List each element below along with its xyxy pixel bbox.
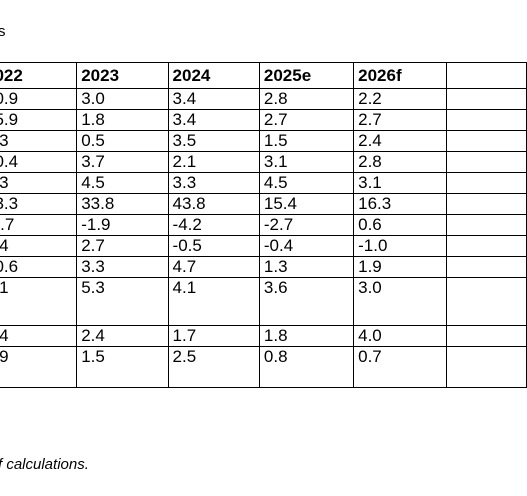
table-footnote: f calculations. — [0, 456, 89, 473]
table-row: 0.91.52.50.80.7 — [0, 346, 527, 388]
table-caption-fragment: s — [0, 23, 6, 40]
table-cell: 2.2 — [353, 88, 448, 110]
table-header-row: 2022 2023 2024 2025e 2026f — [0, 62, 527, 89]
table-cell: 63.3 — [0, 193, 78, 215]
table-cell: 33.8 — [76, 193, 169, 215]
table-cell: 2.4 — [0, 325, 78, 347]
table-cell: 2.7 — [353, 109, 448, 131]
table-body: 10.93.03.42.82.215.91.83.42.72.79.30.53.… — [0, 88, 527, 388]
table-row: 6.42.7-0.5-0.4-1.0 — [0, 235, 527, 257]
table-cell-empty — [446, 346, 527, 388]
table-cell: 1.9 — [353, 256, 448, 278]
table-cell: 2.7 — [76, 235, 169, 257]
table-cell-empty — [446, 109, 527, 131]
table-cell-empty — [446, 88, 527, 110]
table-row: 9.30.53.51.52.4 — [0, 130, 527, 152]
table-cell: 5.3 — [76, 277, 169, 326]
table-cell: 3.5 — [167, 130, 260, 152]
table-cell: -4.2 — [167, 214, 260, 236]
header-cell-2025e: 2025e — [258, 62, 355, 89]
table-cell: 3.1 — [0, 277, 78, 326]
table-cell: 0.5 — [76, 130, 169, 152]
table-cell-empty — [446, 130, 527, 152]
table-cell: 1.7 — [167, 325, 260, 347]
table-cell-empty — [446, 235, 527, 257]
header-cell-2022: 2022 — [0, 62, 78, 89]
table-cell: 2.8 — [258, 88, 355, 110]
table-cell: 20.6 — [0, 256, 78, 278]
table-cell: -1.9 — [76, 214, 169, 236]
table-row: 7.34.53.34.53.1 — [0, 172, 527, 194]
table-cell: 1.8 — [76, 109, 169, 131]
header-cell-empty — [446, 62, 527, 89]
table-cell: 1.8 — [258, 325, 355, 347]
table-row: 10.43.72.13.12.8 — [0, 151, 527, 173]
table-cell: 3.1 — [353, 172, 448, 194]
forecast-table: 2022 2023 2024 2025e 2026f 10.93.03.42.8… — [0, 62, 527, 388]
table-cell: 1.5 — [258, 130, 355, 152]
table-cell: 4.5 — [258, 172, 355, 194]
table-cell-empty — [446, 193, 527, 215]
header-cell-2023: 2023 — [76, 62, 169, 89]
table-cell: -1.0 — [353, 235, 448, 257]
table-cell: 9.3 — [0, 130, 78, 152]
table-cell: 4.5 — [76, 172, 169, 194]
table-cell: 3.6 — [258, 277, 355, 326]
table-cell: 7.3 — [0, 172, 78, 194]
table-cell: 6.4 — [0, 235, 78, 257]
table-cell-empty — [446, 214, 527, 236]
table-row: 2.42.41.71.84.0 — [0, 325, 527, 347]
table-cell: 3.3 — [76, 256, 169, 278]
header-cell-2026f: 2026f — [353, 62, 448, 89]
header-cell-2024: 2024 — [167, 62, 260, 89]
table-cell: 4.1 — [167, 277, 260, 326]
table-row: 3.15.34.13.63.0 — [0, 277, 527, 326]
table-cell: 4.7 — [167, 256, 260, 278]
table-cell: 43.8 — [167, 193, 260, 215]
table-cell: 2.4 — [76, 325, 169, 347]
table-cell: 3.3 — [167, 172, 260, 194]
table-cell: 16.3 — [353, 193, 448, 215]
table-cell: 10.9 — [0, 88, 78, 110]
forecast-table-container: 2022 2023 2024 2025e 2026f 10.93.03.42.8… — [0, 62, 527, 388]
table-cell: 15.4 — [258, 193, 355, 215]
table-cell: 2.8 — [353, 151, 448, 173]
table-row: -1.7-1.9-4.2-2.70.6 — [0, 214, 527, 236]
table-row: 20.63.34.71.31.9 — [0, 256, 527, 278]
table-row: 63.333.843.815.416.3 — [0, 193, 527, 215]
table-cell: 1.5 — [76, 346, 169, 388]
table-cell-empty — [446, 172, 527, 194]
table-cell: 1.3 — [258, 256, 355, 278]
table-cell: -2.7 — [258, 214, 355, 236]
table-cell: -0.5 — [167, 235, 260, 257]
table-cell: 4.0 — [353, 325, 448, 347]
table-cell: 3.4 — [167, 109, 260, 131]
table-cell-empty — [446, 256, 527, 278]
table-cell: 3.0 — [76, 88, 169, 110]
table-cell: 3.1 — [258, 151, 355, 173]
table-cell: 0.6 — [353, 214, 448, 236]
table-cell: 10.4 — [0, 151, 78, 173]
table-cell: 15.9 — [0, 109, 78, 131]
table-cell-empty — [446, 325, 527, 347]
table-cell: 0.7 — [353, 346, 448, 388]
table-cell: -1.7 — [0, 214, 78, 236]
table-cell: -0.4 — [258, 235, 355, 257]
table-row: 10.93.03.42.82.2 — [0, 88, 527, 110]
table-row: 15.91.83.42.72.7 — [0, 109, 527, 131]
table-cell-empty — [446, 277, 527, 326]
table-cell: 2.7 — [258, 109, 355, 131]
table-cell-empty — [446, 151, 527, 173]
table-cell: 3.4 — [167, 88, 260, 110]
table-cell: 0.9 — [0, 346, 78, 388]
table-cell: 3.7 — [76, 151, 169, 173]
table-cell: 3.0 — [353, 277, 448, 326]
table-cell: 2.1 — [167, 151, 260, 173]
table-cell: 0.8 — [258, 346, 355, 388]
table-cell: 2.5 — [167, 346, 260, 388]
table-cell: 2.4 — [353, 130, 448, 152]
